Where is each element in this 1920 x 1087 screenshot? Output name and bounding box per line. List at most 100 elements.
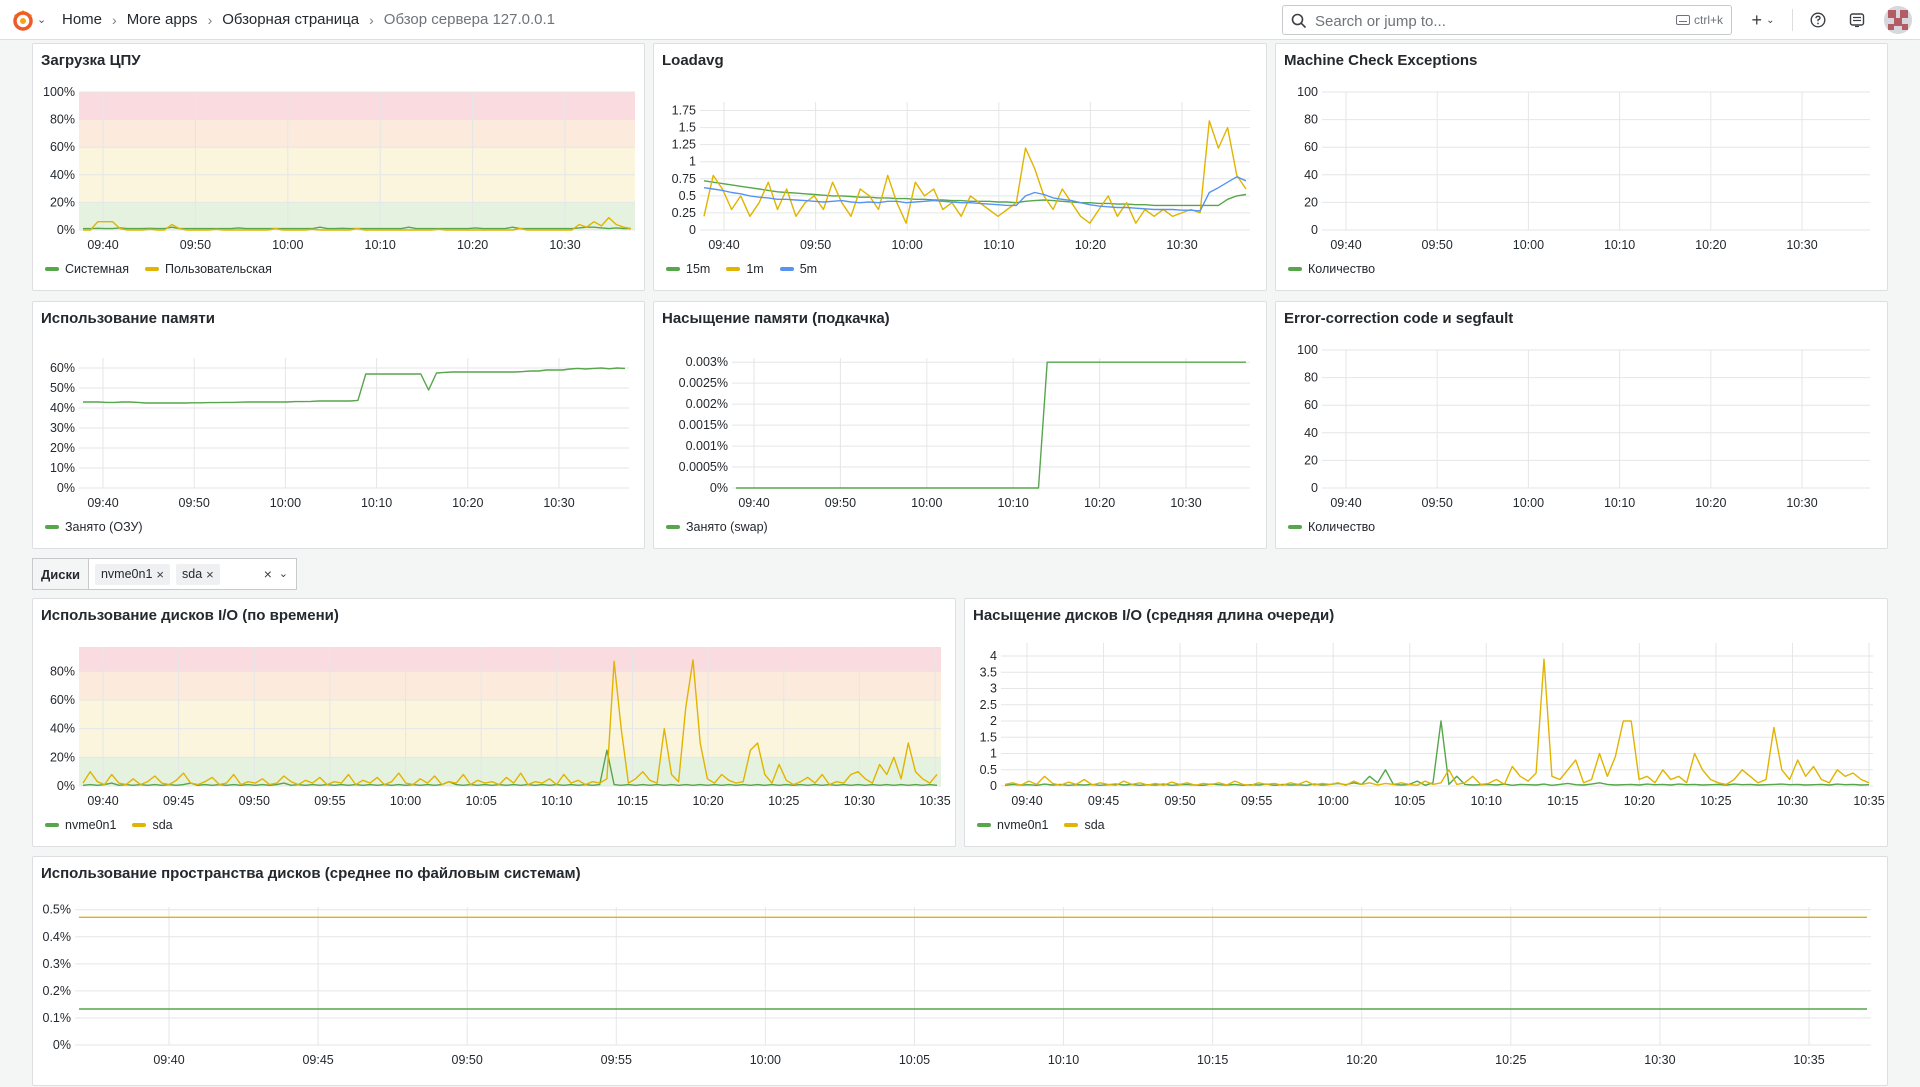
- x-tick-label: 10:30: [543, 496, 574, 510]
- legend-item[interactable]: Занято (ОЗУ): [45, 520, 143, 534]
- y-tick-label: 3: [990, 682, 997, 696]
- chart-legend: 15m 1m 5m: [666, 262, 817, 276]
- breadcrumb-home[interactable]: Home: [62, 11, 103, 28]
- x-tick-label: 10:20: [1075, 238, 1106, 252]
- chevron-right-icon: ›: [112, 11, 117, 28]
- legend-item[interactable]: 15m: [666, 262, 710, 276]
- legend-label: 1m: [746, 262, 764, 276]
- x-tick-label: 10:15: [617, 794, 648, 808]
- x-tick-label: 10:05: [1394, 794, 1425, 808]
- y-tick-label: 0.75: [672, 172, 696, 186]
- panel-swap[interactable]: Насыщение памяти (подкачка) 0% 0.0005% 0.0…: [653, 301, 1267, 549]
- variable-select[interactable]: nvme0n1 × sda × × ⌄: [88, 558, 297, 590]
- y-tick-label: 100: [1297, 343, 1318, 357]
- legend-item[interactable]: Системная: [45, 262, 129, 276]
- help-button[interactable]: [1806, 8, 1830, 32]
- legend-item[interactable]: nvme0n1: [977, 818, 1048, 832]
- legend-item[interactable]: sda: [1064, 818, 1105, 832]
- chart-legend: nvme0n1 sda: [45, 818, 173, 832]
- legend-item[interactable]: sda: [132, 818, 173, 832]
- x-tick-label: 10:30: [1786, 238, 1817, 252]
- legend-item[interactable]: Количество: [1288, 262, 1375, 276]
- ecc-chart: 0 20 40 60 80 100 09:40 09:50 10:00 10:10 10:20 10:…: [1297, 343, 1870, 510]
- remove-icon[interactable]: ×: [206, 566, 214, 582]
- threshold-band: [79, 119, 635, 148]
- x-tick-label: 09:40: [87, 794, 118, 808]
- search-bar[interactable]: ctrl+k: [1282, 5, 1732, 35]
- panel-title: Loadavg: [662, 52, 724, 69]
- variable-chip: sda ×: [176, 563, 220, 585]
- threshold-band: [79, 700, 941, 729]
- shortcut-label: ctrl+k: [1693, 13, 1723, 27]
- x-tick-label: 10:30: [1166, 238, 1197, 252]
- remove-icon[interactable]: ×: [156, 566, 165, 582]
- panel-ecc-segfault[interactable]: Error-correction code и segfault 0 20 40 60…: [1275, 301, 1888, 549]
- legend-item[interactable]: Пользовательская: [145, 262, 272, 276]
- panel-machine-check[interactable]: Machine Check Exceptions 0 20 40 60 80 100 09:…: [1275, 43, 1888, 291]
- x-tick-label: 10:00: [1513, 238, 1544, 252]
- y-tick-label: 40%: [50, 722, 75, 736]
- plus-icon: +: [1751, 9, 1763, 30]
- breadcrumb: Home › More apps › Обзорная страница › О…: [62, 11, 555, 28]
- legend-item[interactable]: Занято (swap): [666, 520, 768, 534]
- add-new-button[interactable]: + ⌄: [1746, 8, 1780, 32]
- x-tick-label: 10:25: [1495, 1053, 1526, 1067]
- y-tick-label: 0%: [57, 779, 75, 793]
- x-tick-label: 09:55: [1241, 794, 1272, 808]
- legend-swatch: [779, 267, 794, 271]
- legend-item[interactable]: nvme0n1: [45, 818, 116, 832]
- search-input[interactable]: [1313, 10, 1617, 32]
- memory-usage-chart: 0% 10% 20% 30% 40% 50% 60% 09:40 09:50 10:00 10:10…: [50, 358, 629, 510]
- grafana-logo-icon[interactable]: [10, 8, 36, 32]
- x-tick-label: 09:40: [87, 496, 118, 510]
- user-avatar[interactable]: [1884, 6, 1912, 34]
- y-tick-label: 0.2%: [43, 984, 72, 998]
- loadavg-chart: 0 0.25 0.5 0.75 1 1.25 1.5 1.75 09:40 09:50 10:00 1…: [672, 102, 1250, 252]
- panel-loadavg[interactable]: Loadavg 0 0.25 0.5 0.75 1 1.25 1.5 1.75 09:40 09:…: [653, 43, 1267, 291]
- x-tick-label: 09:55: [314, 794, 345, 808]
- search-icon: [1291, 13, 1307, 29]
- panel-disk-io-time[interactable]: Использование дисков I/O (по времени) 0%…: [32, 598, 956, 847]
- legend-label: 15m: [686, 262, 711, 276]
- y-tick-label: 100: [1297, 85, 1318, 99]
- y-tick-label: 0.001%: [686, 439, 728, 453]
- chevron-down-icon[interactable]: ⌄: [37, 14, 47, 26]
- breadcrumb-overview[interactable]: Обзорная страница: [222, 11, 360, 28]
- y-tick-label: 0%: [57, 223, 75, 237]
- legend-swatch: [726, 267, 741, 271]
- chip-label: sda: [182, 567, 203, 581]
- x-tick-label: 10:30: [1777, 794, 1808, 808]
- disk-queue-chart: 0 0.5 1 1.5 2 2.5 3 3.5 4 09:40 09:45 09:50 09:55 10:…: [980, 643, 1885, 808]
- chevron-down-icon[interactable]: ⌄: [278, 568, 288, 580]
- panel-memory-usage[interactable]: Использование памяти 0% 10% 20% 30% 40% 50% 60…: [32, 301, 645, 549]
- news-button[interactable]: [1845, 8, 1869, 32]
- y-tick-label: 1.75: [672, 104, 696, 118]
- x-tick-label: 09:40: [738, 496, 769, 510]
- panel-disk-queue[interactable]: Насыщение дисков I/O (средняя длина очер…: [964, 598, 1888, 847]
- clear-icon[interactable]: ×: [263, 566, 272, 582]
- threshold-band: [79, 202, 635, 230]
- swap-chart: 0% 0.0005% 0.001% 0.0015% 0.002% 0.0025% 0.003…: [679, 355, 1250, 510]
- y-tick-label: 80: [1304, 371, 1318, 385]
- x-tick-label: 09:40: [1330, 496, 1361, 510]
- x-tick-label: 10:00: [911, 496, 942, 510]
- y-tick-label: 0.1%: [43, 1011, 72, 1025]
- x-tick-label: 09:50: [1164, 794, 1195, 808]
- legend-swatch: [1288, 525, 1302, 529]
- panel-cpu-usage[interactable]: Загрузка ЦПУ 0% 20% 40% 60% 80% 100% 09:40 09:5…: [32, 43, 645, 291]
- y-tick-label: 0.5: [980, 763, 997, 777]
- legend-item[interactable]: 1m: [726, 262, 764, 276]
- breadcrumb-more-apps[interactable]: More apps: [126, 11, 198, 28]
- variable-chip: nvme0n1 ×: [94, 563, 171, 585]
- legend-swatch: [145, 267, 160, 271]
- legend-item[interactable]: 5m: [779, 262, 817, 276]
- legend-swatch: [1288, 267, 1302, 271]
- panel-disk-space[interactable]: Использование пространства дисков (средн…: [32, 856, 1888, 1086]
- variable-label: Диски: [32, 558, 89, 590]
- y-tick-label: 4: [990, 649, 997, 663]
- y-tick-label: 0%: [710, 481, 728, 495]
- legend-item[interactable]: Количество: [1288, 520, 1375, 534]
- panel-title: Использование памяти: [41, 310, 215, 327]
- chevron-right-icon: ›: [207, 11, 213, 28]
- series-line-sda: [82, 659, 938, 786]
